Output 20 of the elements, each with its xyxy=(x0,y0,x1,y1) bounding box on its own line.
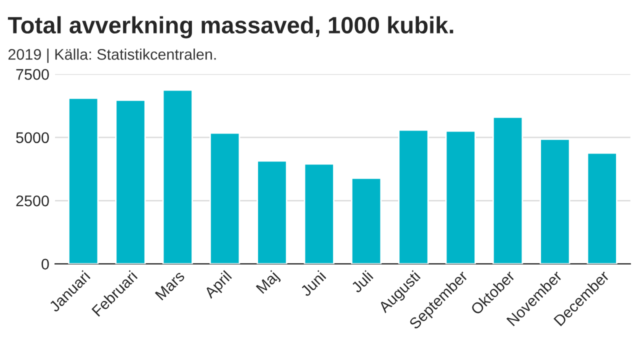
bar xyxy=(304,163,334,264)
chart-subtitle: 2019 | Källa: Statistikcentralen. xyxy=(8,48,216,63)
y-tick-label: 7500 xyxy=(16,69,49,80)
chart-title: Total avverkning massaved, 1000 kubik. xyxy=(8,16,454,38)
y-tick-label: 2500 xyxy=(16,196,49,206)
y-tick-label: 5000 xyxy=(16,132,49,144)
bar xyxy=(162,89,193,264)
bar xyxy=(492,116,524,264)
x-tick-label: Juli xyxy=(350,270,374,294)
bar xyxy=(68,97,99,264)
bar xyxy=(586,152,618,264)
bar xyxy=(210,132,240,264)
bar xyxy=(115,100,146,264)
bar xyxy=(398,129,429,264)
y-tick-label: 0 xyxy=(42,258,49,270)
bar xyxy=(256,160,288,264)
bar xyxy=(445,130,476,264)
bar xyxy=(540,138,570,264)
bar xyxy=(350,177,382,264)
x-tick-label: Maj xyxy=(255,270,282,296)
